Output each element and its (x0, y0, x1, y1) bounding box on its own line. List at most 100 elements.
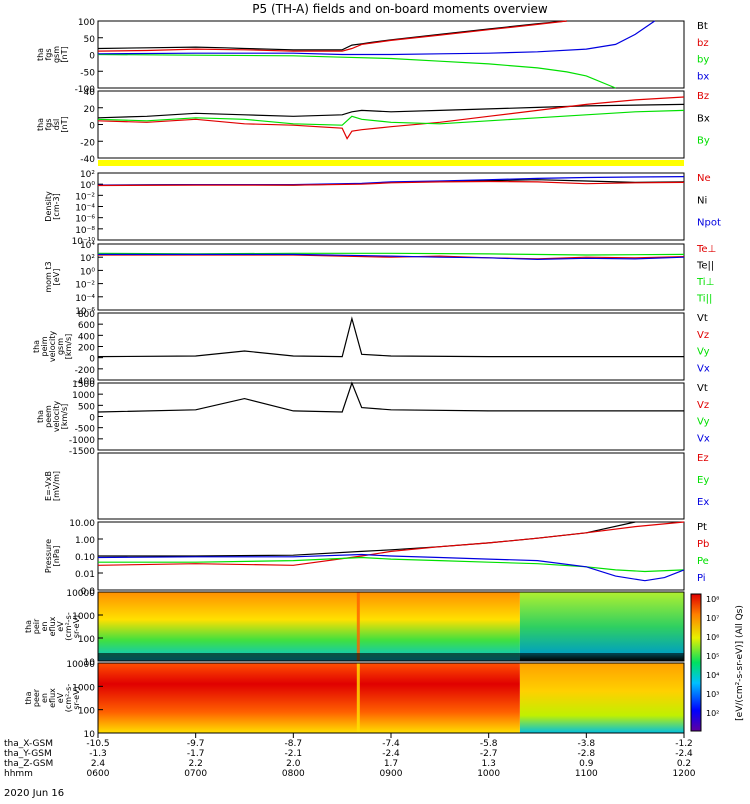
series-bz (97, 20, 567, 52)
legend-vy: Vy (697, 347, 710, 358)
y-axis-label-line: [km/s] (60, 404, 69, 430)
series-bx (97, 20, 656, 56)
panel-efield: E=-VxB [mV/m] Ez Ey Ex (44, 452, 709, 520)
legend-vx: Vx (697, 433, 710, 444)
y-axis-label-line: fgs (44, 48, 53, 60)
y-tick-label: 100 (78, 707, 95, 717)
x-tick-label: -2.4 (675, 749, 693, 759)
colorbar-tick-label: 10⁵ (706, 652, 719, 661)
x-tick-label: 2.4 (91, 759, 106, 769)
y-axis-label-line: eflux (48, 688, 57, 708)
y-tick-label: 200 (78, 344, 95, 354)
y-axis-label-line: en (40, 693, 49, 703)
y-axis-label-line: peim (40, 336, 49, 356)
legend-vz: Vz (697, 330, 709, 341)
panel-peer_flux: 10000 1000 100 10 tha peer en eflux eV (cm²-s-sr-… (24, 660, 685, 740)
x-tick-label: -7.4 (382, 739, 400, 749)
x-tick-label: -10.5 (86, 739, 109, 749)
spectrogram-band (519, 592, 684, 661)
x-tick-label: -8.7 (285, 739, 303, 749)
x-tick-label: 0700 (184, 769, 207, 779)
y-axis-label-line: gsm (52, 46, 61, 63)
x-tick-label: 0900 (380, 769, 403, 779)
y-axis-label: tha peer en eflux eV (cm²-s-sr-eV) (24, 684, 81, 713)
legend-pe: Pe (697, 556, 709, 567)
y-tick-label: 10⁻⁴ (75, 204, 95, 214)
colorbar-tick-label: 10⁸ (706, 595, 719, 604)
legend-by: by (697, 55, 709, 66)
y-tick-label: 10⁻⁸ (75, 226, 95, 236)
y-tick-label: 10⁰ (80, 181, 95, 191)
series-bx (97, 103, 685, 119)
y-tick-label: 10⁻⁴ (75, 294, 95, 304)
legend-ti⊥: Ti⊥ (696, 277, 714, 288)
series-by (97, 53, 616, 89)
x-tick-label: -1.7 (187, 749, 205, 759)
y-axis-label-line: velocity (48, 331, 57, 363)
y-axis-label-line: gsm (56, 338, 65, 355)
y-axis-label-line: peir (32, 618, 41, 634)
y-tick-label: -100 (75, 85, 96, 95)
y-tick-label: 10² (80, 170, 95, 180)
y-tick-label: 10⁻² (75, 281, 95, 291)
legend-npot: Npot (697, 218, 721, 229)
y-axis-label-line: [eV] (52, 269, 61, 286)
legend-bx: Bx (697, 113, 710, 124)
y-axis-label-line: peer (32, 688, 41, 707)
colorbar-tick-label: 10² (706, 709, 719, 718)
y-tick-label: -40 (80, 155, 95, 165)
x-tick-label: 0600 (87, 769, 110, 779)
series-bz (97, 96, 685, 140)
legend-bt: Bt (697, 21, 708, 32)
y-tick-label: 0 (89, 52, 95, 62)
series-ne (97, 180, 685, 187)
panel-peir_flux: 10000 1000 100 10 tha peir en eflux eV (cm²-s-sr-… (24, 589, 685, 668)
series-vt (97, 316, 684, 358)
plot-title: P5 (TH-A) fields and on-board moments ov… (252, 2, 548, 16)
spectrogram-band (98, 653, 684, 661)
y-axis-label-line: peem (44, 405, 53, 428)
legend-bz: bz (697, 38, 709, 49)
series-vt (97, 381, 684, 413)
y-tick-label: 10⁻¹⁰ (72, 237, 96, 247)
y-tick-label: 50 (84, 35, 96, 45)
x-tick-label: -1.2 (675, 739, 693, 749)
x-row-label: tha_X-GSM (4, 739, 53, 749)
y-axis-label-line: tha (24, 691, 33, 704)
y-axis-label-line: E=-VxB (44, 471, 53, 501)
y-tick-label: 10 (84, 658, 96, 668)
y-axis-label: tha fgs gsm [nT] (36, 46, 69, 63)
colorbar-tick-label: 10⁴ (706, 671, 719, 680)
y-tick-label: -200 (75, 366, 96, 376)
panel-frame (97, 382, 685, 451)
y-axis-label-line: tha (32, 340, 41, 353)
x-tick-label: 2.0 (286, 759, 301, 769)
spectrogram-band (98, 663, 520, 733)
legend-vz: Vz (697, 400, 709, 411)
spectrogram-event (356, 592, 360, 661)
y-tick-label: 800 (78, 310, 95, 320)
y-tick-label: 10⁴ (80, 241, 95, 251)
y-tick-label: 0.0 (81, 587, 96, 597)
y-tick-label: 10.00 (69, 519, 95, 529)
y-axis-label-line: tha (36, 118, 45, 131)
panel-frame (97, 90, 685, 159)
colorbar: 10⁸ 10⁷ 10⁶ 10⁵ 10⁴ 10³ 10² [eV/(cm²-s-sr-eV)] … (690, 593, 745, 732)
legend-bx: bx (697, 71, 709, 82)
legend-vx: Vx (697, 363, 710, 374)
y-axis-label-line: eV (56, 621, 65, 632)
y-tick-label: 0.10 (75, 553, 95, 563)
y-tick-label: 0.01 (75, 570, 95, 580)
y-tick-label: 500 (78, 402, 95, 412)
y-axis-label-line: sr-eV) (72, 686, 81, 709)
y-tick-label: -1500 (69, 447, 95, 457)
x-tick-label: 2.2 (189, 759, 203, 769)
y-axis-label-line: eV (56, 692, 65, 703)
y-tick-label: 1000 (72, 391, 95, 401)
x-tick-label: -9.7 (187, 739, 205, 749)
series-by (97, 109, 685, 126)
legend-bz: Bz (697, 91, 709, 102)
y-tick-label: 600 (78, 321, 95, 331)
series-pe (98, 556, 685, 573)
y-axis-label: Density [cm-3] (44, 191, 61, 222)
